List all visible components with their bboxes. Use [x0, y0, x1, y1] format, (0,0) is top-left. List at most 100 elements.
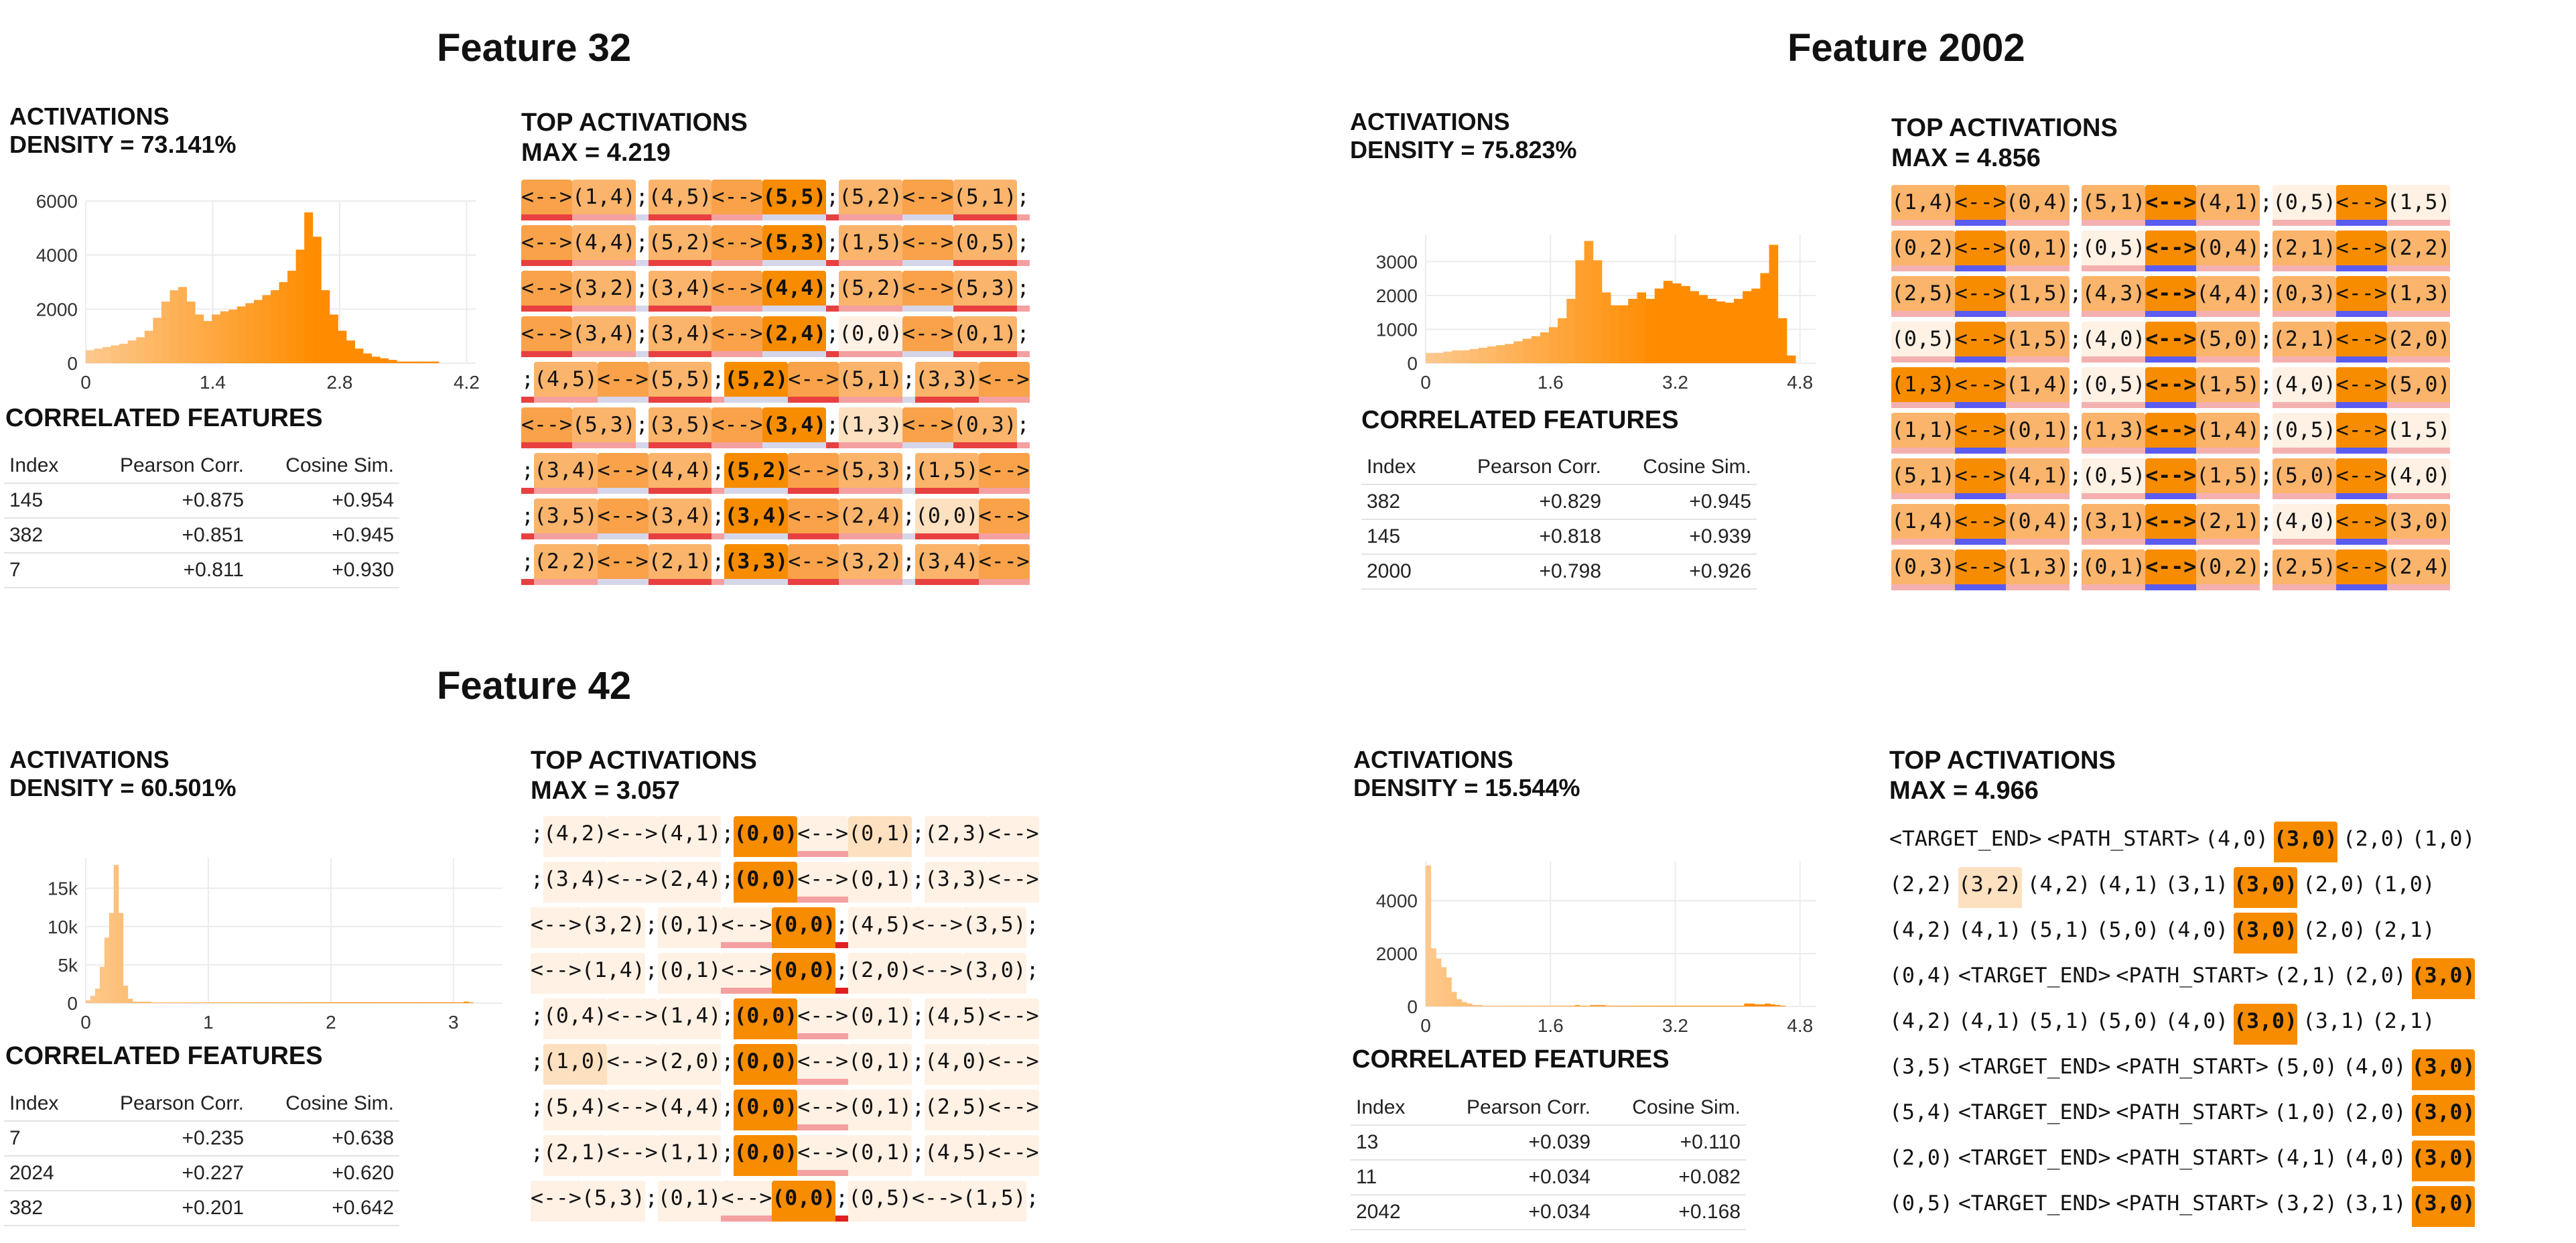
token: (0,3)	[1891, 549, 1955, 590]
table-row: 382 +0.851 +0.945	[4, 518, 399, 553]
histogram-bar	[371, 356, 381, 363]
histogram-bar	[380, 358, 389, 363]
token: (3,2)	[2273, 1191, 2337, 1216]
token: ;	[2069, 555, 2082, 579]
histogram-bar	[393, 1002, 399, 1003]
token: (1,3)	[1891, 367, 1955, 408]
histogram-bar	[1619, 305, 1629, 363]
token: (2,1)	[2371, 1009, 2435, 1033]
histogram-bar	[1443, 351, 1452, 363]
token: ;	[521, 544, 534, 585]
histogram-bar	[1558, 318, 1567, 363]
histogram-bar	[1744, 1003, 1750, 1006]
token: ;	[2069, 281, 2082, 306]
token: <-->	[2335, 549, 2387, 590]
token: (1,4)	[657, 998, 722, 1039]
token: (0,1)	[848, 1135, 912, 1176]
token: <TARGET_END>	[1958, 1191, 2111, 1216]
token: (1,3)	[2386, 276, 2451, 317]
histogram-bar	[314, 1002, 320, 1003]
token: <-->	[2335, 367, 2387, 408]
token: (3,5)	[1889, 1055, 1953, 1079]
token: <PATH_START>	[2116, 1055, 2268, 1079]
histogram-bar	[1531, 336, 1541, 363]
token: <-->	[521, 316, 572, 357]
token: <TARGET_END>	[1958, 964, 2111, 988]
table-cell: +0.039	[1426, 1125, 1597, 1161]
histogram-bar	[363, 353, 372, 363]
token: (3,4)	[724, 499, 789, 539]
column-header: Index	[1361, 450, 1437, 485]
token: <TARGET_END>	[1958, 1100, 2111, 1124]
token: (4,4)	[2196, 276, 2260, 317]
token: <-->	[531, 1181, 582, 1222]
token: ;	[635, 225, 649, 266]
token: <-->	[1954, 367, 2006, 408]
token: <-->	[521, 180, 572, 220]
token: (1,5)	[2005, 276, 2070, 317]
token: (0,4)	[2005, 504, 2070, 545]
histogram-bar	[119, 343, 129, 363]
sequence-row: (0,3) <--> (1,3); (0,1) <--> (0,2); (2,5) <-->(…	[1891, 549, 2451, 595]
token: <-->	[2335, 322, 2387, 363]
token: (1,5)	[2386, 185, 2451, 226]
histogram-bar	[1469, 348, 1479, 363]
y-tick-label: 0	[67, 993, 78, 1014]
histogram-bar	[170, 1002, 175, 1003]
token: <-->	[911, 953, 963, 994]
token: <-->	[521, 407, 572, 448]
sequence-row: <--> (1,4); (4,5) <--> (5,5); (5,2) <--> (5,1);	[521, 180, 1030, 225]
sequence-row: <--> (5,3); (0,1) <--> (0,0); (0,5) <--> (1,5);	[531, 1181, 1039, 1226]
token: ;	[721, 1140, 734, 1165]
histogram-bar	[1436, 958, 1442, 1006]
token: <PATH_START>	[2116, 964, 2268, 988]
token: (1,4)	[571, 180, 636, 220]
correlated-features-label: CORRELATED FEATURES	[1361, 406, 1679, 434]
sequence-row: <--> (1,4); (0,1) <--> (0,0); (2,0) <--> (3,0);	[531, 953, 1039, 998]
token: <-->	[988, 862, 1039, 903]
token: (4,0)	[2205, 827, 2268, 851]
histogram-bar	[94, 988, 100, 1003]
token: (5,3)	[581, 1181, 645, 1222]
histogram-bar	[324, 1002, 329, 1003]
token: ;	[645, 1186, 658, 1210]
histogram-bar	[253, 1002, 259, 1003]
token: <-->	[788, 499, 839, 539]
token: (5,1)	[2027, 918, 2091, 942]
table-cell: +0.620	[249, 1156, 399, 1191]
histogram-bar	[398, 1002, 404, 1003]
token: (3,1)	[2165, 872, 2229, 897]
table-cell: +0.829	[1436, 484, 1607, 520]
table-cell: +0.954	[249, 483, 399, 519]
token: (4,0)	[2272, 504, 2336, 545]
token: (3,4)	[571, 316, 636, 357]
histogram-bar	[1434, 352, 1444, 363]
histogram-bar	[262, 295, 271, 363]
token: ;	[721, 1095, 734, 1119]
table-cell: +0.945	[249, 518, 399, 553]
histogram-bar	[342, 1002, 348, 1003]
token: ;	[911, 822, 925, 846]
table-cell: +0.811	[79, 553, 250, 588]
token: (4,5)	[924, 1135, 988, 1176]
token: <-->	[788, 544, 839, 585]
token: (0,1)	[657, 907, 722, 948]
token: ;	[2260, 281, 2273, 306]
histogram-bar	[186, 302, 196, 363]
token: (0,1)	[848, 816, 912, 857]
histogram-bar	[1759, 1004, 1765, 1006]
activation-histogram: 0 1.6 3.2 4.8 0 2000 4000	[1376, 861, 1816, 1036]
token: (5,1)	[2082, 185, 2146, 226]
token: <-->	[1954, 322, 2006, 363]
token: ;	[902, 362, 915, 403]
histogram-bar	[127, 998, 133, 1003]
token: (0,1)	[848, 998, 912, 1039]
token: (4,5)	[924, 998, 988, 1039]
token: ;	[911, 867, 925, 891]
token: ;	[911, 1004, 925, 1028]
table-cell: +0.851	[79, 518, 250, 553]
token: (5,0)	[2196, 322, 2260, 363]
token: <-->	[2335, 276, 2387, 317]
sequence-row: <--> (3,2); (0,1) <--> (0,0); (4,5) <--> (3,5);	[531, 907, 1039, 953]
token: (2,5)	[924, 1090, 988, 1130]
